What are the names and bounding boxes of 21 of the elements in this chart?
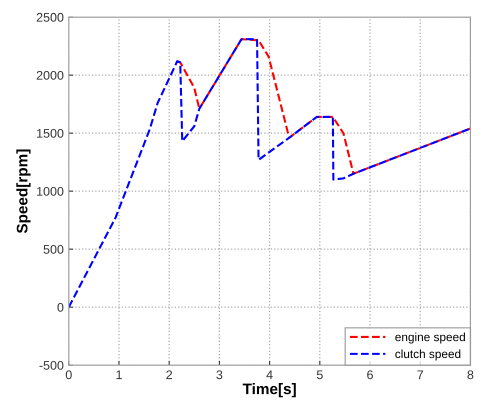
line-series [68, 38, 470, 308]
y-axis-title: Speed[rpm] [16, 150, 31, 234]
y-tick-label: -500 [39, 360, 64, 370]
x-tick-label: 5 [316, 370, 323, 380]
x-tick-label: 6 [367, 370, 373, 380]
legend-label: clutch speed [395, 349, 460, 360]
y-tick-label: 0 [57, 302, 64, 312]
legend-label: engine speed [395, 332, 465, 344]
y-tick-label: 2500 [36, 12, 64, 22]
y-tick-label: 1500 [37, 128, 64, 138]
y-tick-label: 500 [44, 244, 64, 254]
x-tick-label: 8 [467, 370, 474, 380]
x-axis-title: Time[s] [242, 383, 296, 398]
x-tick-label: 7 [417, 370, 424, 380]
x-tick-label: 1 [116, 370, 122, 380]
y-tick-label: 1000 [37, 186, 64, 196]
x-tick-label: 0 [66, 370, 72, 380]
x-tick-label: 2 [166, 370, 172, 380]
x-tick-label: 3 [216, 370, 222, 380]
x-tick-label: 4 [266, 370, 273, 380]
y-tick-label: 2000 [36, 70, 64, 80]
